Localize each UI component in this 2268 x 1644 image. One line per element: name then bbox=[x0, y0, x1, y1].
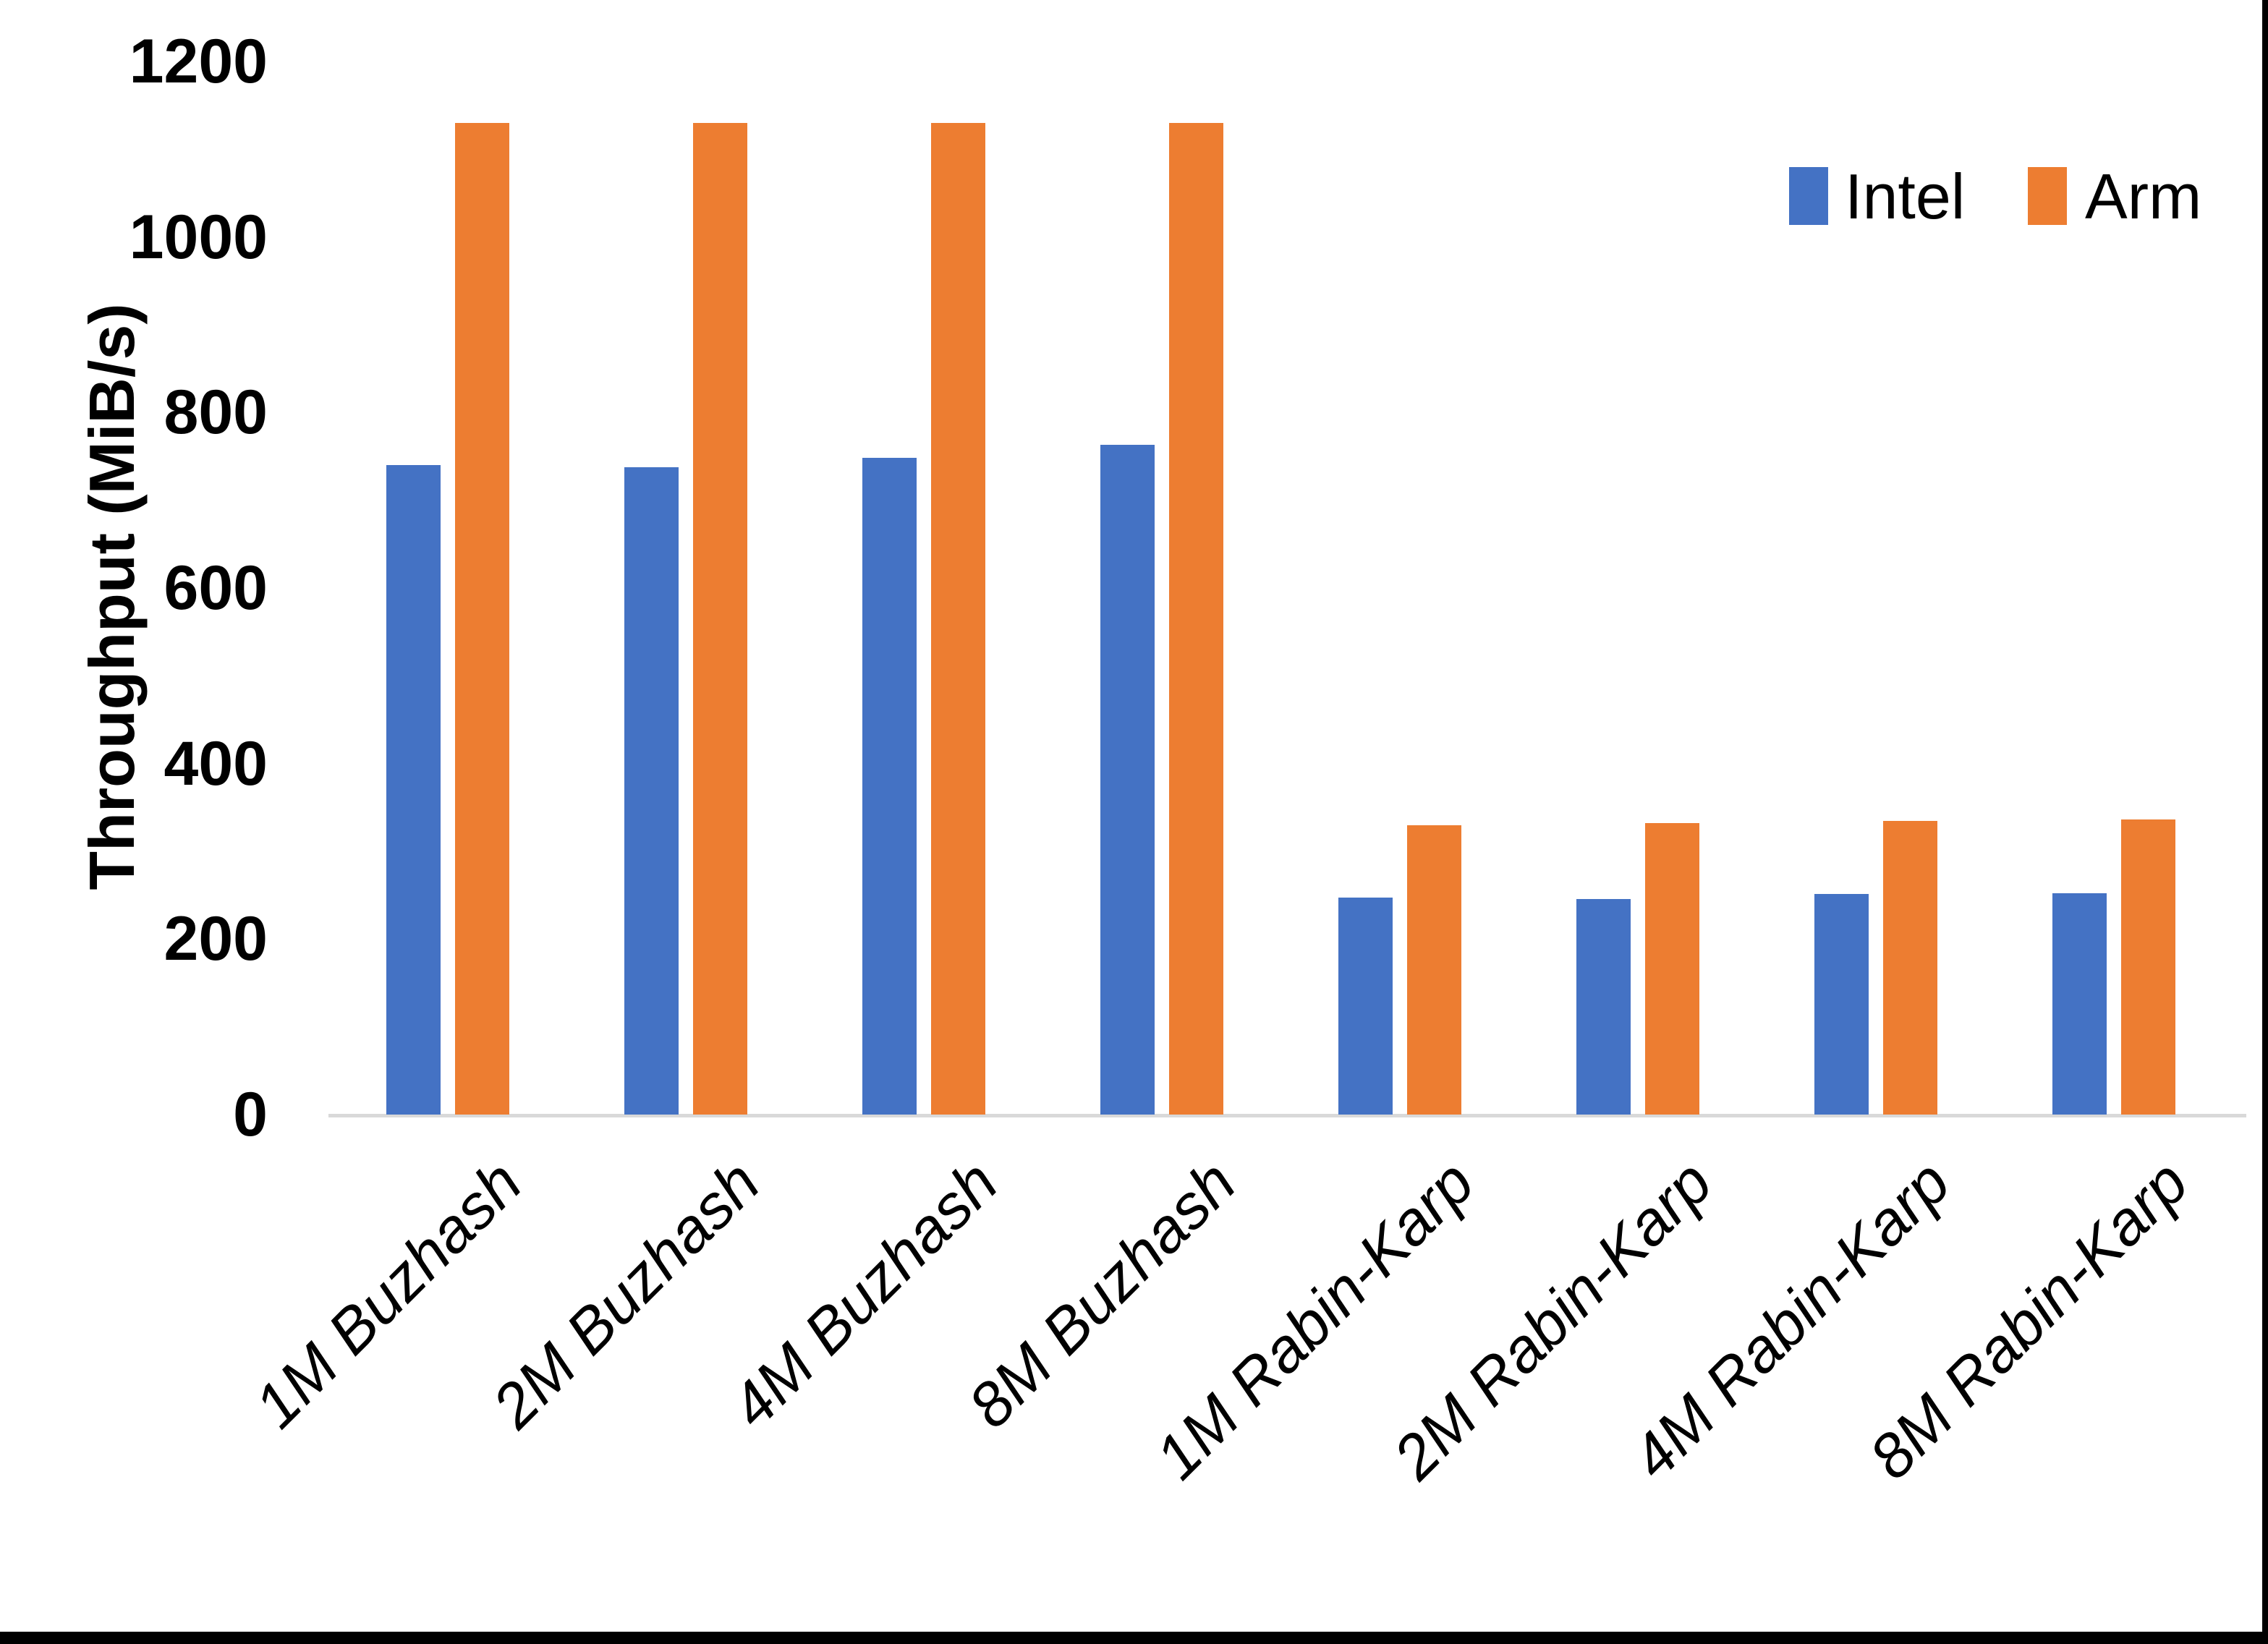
bar-intel-1m-buzhash bbox=[386, 465, 441, 1115]
legend-swatch-arm bbox=[2028, 167, 2067, 225]
y-tick-label-1200: 1200 bbox=[129, 27, 268, 96]
y-tick-label-600: 600 bbox=[163, 553, 268, 623]
bar-arm-2m-rabin-karp bbox=[1644, 823, 1699, 1115]
y-tick-label-0: 0 bbox=[233, 1080, 268, 1149]
bar-arm-8m-rabin-karp bbox=[2120, 819, 2175, 1115]
bar-arm-1m-buzhash bbox=[454, 122, 509, 1115]
plot-area bbox=[328, 61, 2246, 1117]
y-tick-label-200: 200 bbox=[163, 904, 268, 974]
legend-label-arm: Arm bbox=[2085, 161, 2202, 232]
bar-intel-4m-rabin-karp bbox=[1814, 894, 1869, 1115]
y-tick-label-800: 800 bbox=[163, 378, 268, 448]
bar-intel-8m-buzhash bbox=[1100, 445, 1155, 1115]
bar-arm-1m-rabin-karp bbox=[1406, 825, 1461, 1115]
bar-intel-2m-rabin-karp bbox=[1576, 898, 1631, 1115]
x-axis-line bbox=[328, 1114, 2246, 1117]
bar-arm-4m-buzhash bbox=[930, 122, 985, 1115]
bar-intel-2m-buzhash bbox=[624, 467, 679, 1115]
window-border-bottom bbox=[0, 1632, 2268, 1644]
y-tick-label-400: 400 bbox=[163, 728, 268, 798]
bar-arm-8m-buzhash bbox=[1168, 122, 1223, 1115]
bar-arm-2m-buzhash bbox=[692, 122, 747, 1115]
bar-intel-8m-rabin-karp bbox=[2052, 893, 2107, 1115]
y-tick-label-1000: 1000 bbox=[129, 202, 268, 272]
bar-intel-4m-buzhash bbox=[862, 458, 917, 1115]
window-border-right bbox=[2262, 0, 2268, 1644]
legend-swatch-intel bbox=[1789, 167, 1828, 225]
legend-label-intel: Intel bbox=[1845, 161, 1966, 232]
bar-intel-1m-rabin-karp bbox=[1338, 898, 1393, 1115]
bar-arm-4m-rabin-karp bbox=[1882, 820, 1937, 1115]
